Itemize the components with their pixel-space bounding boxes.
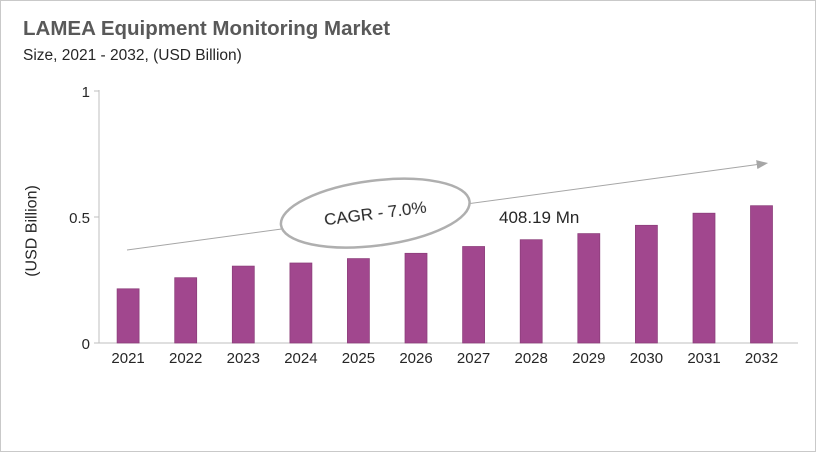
svg-text:2029: 2029 [572,350,605,367]
svg-text:2021: 2021 [111,350,144,367]
svg-text:2031: 2031 [687,350,720,367]
svg-text:2022: 2022 [169,350,202,367]
svg-text:2027: 2027 [457,350,490,367]
svg-text:2030: 2030 [630,350,663,367]
svg-text:408.19 Mn: 408.19 Mn [499,208,579,227]
svg-text:2024: 2024 [284,350,317,367]
svg-text:2026: 2026 [399,350,432,367]
svg-text:0.5: 0.5 [69,210,90,227]
svg-text:1: 1 [82,84,90,101]
svg-text:0: 0 [82,336,90,353]
svg-text:2023: 2023 [227,350,260,367]
svg-text:2028: 2028 [515,350,548,367]
svg-text:(USD Billion): (USD Billion) [24,185,41,277]
svg-text:2025: 2025 [342,350,375,367]
svg-text:2032: 2032 [745,350,778,367]
